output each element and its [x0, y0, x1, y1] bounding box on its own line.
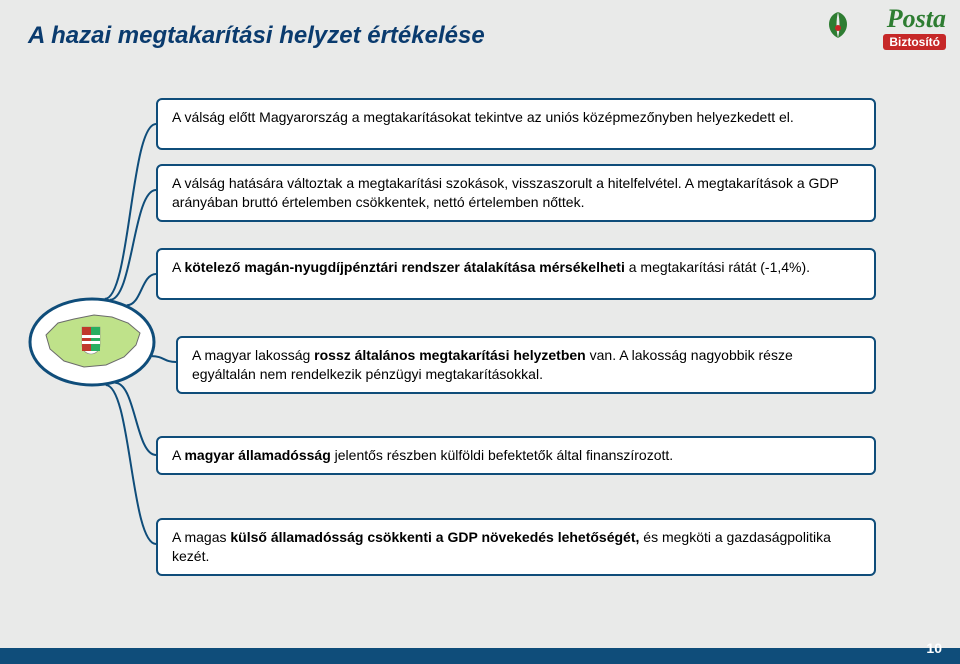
info-box-5: A magyar államadósság jelentős részben k… [156, 436, 876, 475]
info-box-3: A kötelező magán-nyugdíjpénztári rendsze… [156, 248, 876, 300]
info-box-text: A kötelező magán-nyugdíjpénztári rendsze… [172, 259, 810, 275]
page-number: 10 [926, 640, 942, 656]
info-box-text: A magyar államadósság jelentős részben k… [172, 447, 673, 463]
info-box-text: A válság előtt Magyarország a megtakarít… [172, 109, 794, 125]
bottom-bar [0, 648, 960, 664]
info-box-text: A magas külső államadósság csökkenti a G… [172, 529, 831, 564]
info-box-6: A magas külső államadósság csökkenti a G… [156, 518, 876, 576]
info-box-text: A válság hatására változtak a megtakarít… [172, 175, 839, 210]
info-box-1: A válság előtt Magyarország a megtakarít… [156, 98, 876, 150]
boxes-container: A válság előtt Magyarország a megtakarít… [0, 0, 960, 664]
info-box-text: A magyar lakosság rossz általános megtak… [192, 347, 793, 382]
info-box-2: A válság hatására változtak a megtakarít… [156, 164, 876, 222]
info-box-4: A magyar lakosság rossz általános megtak… [176, 336, 876, 394]
